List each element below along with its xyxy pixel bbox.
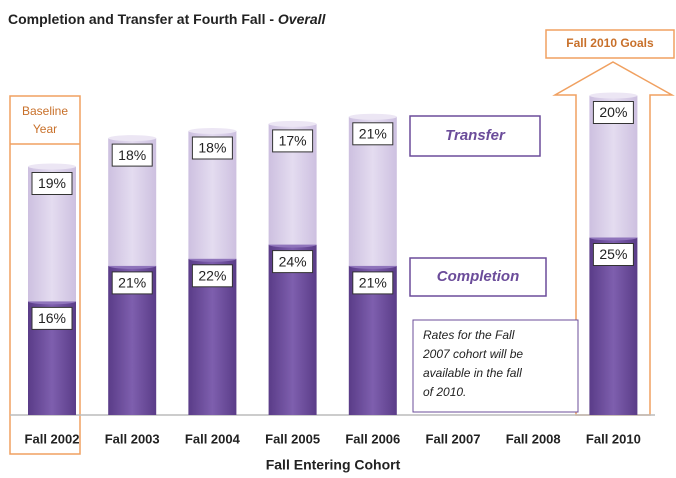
label-box xyxy=(272,129,314,153)
segment-cap xyxy=(28,163,76,170)
goals-box xyxy=(545,29,675,59)
segment-cap xyxy=(348,113,397,120)
data-label: 24% xyxy=(279,253,307,269)
x-tick-label: Fall 2003 xyxy=(105,431,160,446)
legend-label: Completion xyxy=(437,268,520,285)
bar-segment xyxy=(589,237,638,415)
data-label: 21% xyxy=(359,126,387,142)
label-box xyxy=(191,264,233,288)
note: of 2010. xyxy=(423,385,466,399)
label-box xyxy=(111,143,153,167)
x-tick-label: Fall 2002 xyxy=(25,431,80,446)
note-box xyxy=(412,319,579,413)
note: available in the fall xyxy=(423,366,522,380)
x-axis-label: Fall Entering Cohort xyxy=(266,457,401,473)
baseline-label: Baseline xyxy=(22,104,68,118)
x-tick-label: Fall 2004 xyxy=(185,431,241,446)
label-box xyxy=(592,243,634,266)
data-label: 18% xyxy=(198,140,226,156)
x-tick-label: Fall 2006 xyxy=(345,431,400,446)
label-box xyxy=(352,271,394,295)
label-box xyxy=(31,172,73,195)
chart-title: Completion and Transfer at Fourth Fall -… xyxy=(8,11,326,27)
note: 2007 cohort will be xyxy=(422,347,523,361)
note: Rates for the Fall xyxy=(423,328,515,342)
segment-cap xyxy=(268,120,317,127)
label-box xyxy=(31,306,73,330)
segment-cap xyxy=(108,135,157,142)
goals-label: Fall 2010 Goals xyxy=(566,36,654,50)
label-box xyxy=(592,101,634,124)
label-box xyxy=(272,250,314,274)
segment-cap xyxy=(188,128,237,134)
baseline-box xyxy=(9,95,81,455)
data-label: 21% xyxy=(118,275,146,291)
baseline-label: Year xyxy=(33,122,57,136)
x-tick-label: Fall 2010 xyxy=(586,431,641,446)
data-label: 25% xyxy=(599,246,627,262)
legend-label: Transfer xyxy=(445,127,506,144)
data-label: 16% xyxy=(38,310,66,326)
data-label: 22% xyxy=(198,268,226,284)
label-box xyxy=(191,136,233,160)
label-box xyxy=(111,271,153,295)
data-label: 18% xyxy=(118,147,146,163)
segment-cap xyxy=(589,92,638,99)
data-label: 20% xyxy=(599,104,627,120)
label-box xyxy=(352,122,394,146)
legend-box xyxy=(409,257,547,297)
x-tick-label: Fall 2007 xyxy=(426,431,481,446)
x-tick-label: Fall 2008 xyxy=(506,431,561,446)
legend-box xyxy=(409,115,541,157)
data-label: 21% xyxy=(359,275,387,291)
x-tick-label: Fall 2005 xyxy=(265,431,320,446)
data-label: 17% xyxy=(279,133,307,149)
data-label: 19% xyxy=(38,175,66,191)
